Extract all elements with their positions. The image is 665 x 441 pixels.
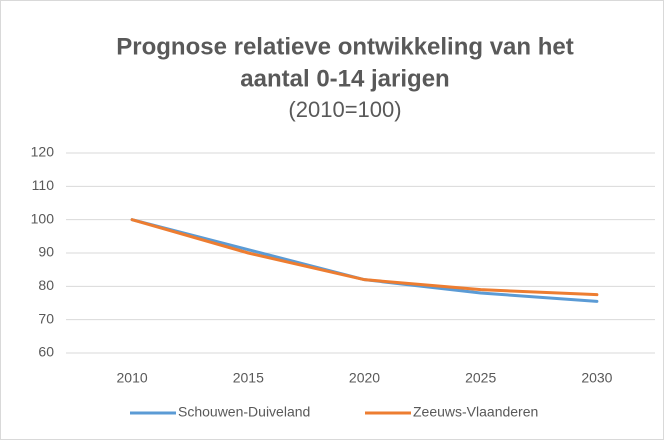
y-tick-label: 80 bbox=[38, 277, 54, 293]
x-tick-label: 2010 bbox=[117, 370, 148, 386]
y-tick-label: 70 bbox=[38, 310, 54, 326]
y-tick-label: 60 bbox=[38, 344, 54, 360]
legend-label: Schouwen-Duiveland bbox=[178, 404, 310, 420]
x-tick-label: 2025 bbox=[465, 370, 496, 386]
data-line bbox=[130, 218, 599, 297]
x-tick-label: 2015 bbox=[233, 370, 264, 386]
chart-title: Prognose relatieve ontwikkeling van het bbox=[116, 33, 573, 60]
x-tick-label: 2030 bbox=[581, 370, 612, 386]
y-tick-label: 120 bbox=[31, 144, 55, 160]
y-tick-label: 110 bbox=[32, 177, 55, 193]
x-tick-label: 2020 bbox=[349, 370, 380, 386]
chart-subtitle: (2010=100) bbox=[288, 97, 401, 122]
chart-title: aantal 0-14 jarigen bbox=[240, 65, 449, 92]
y-tick-label: 90 bbox=[38, 244, 54, 260]
legend-label: Zeeuws-Vlaanderen bbox=[413, 404, 538, 420]
y-tick-label: 100 bbox=[31, 210, 55, 226]
